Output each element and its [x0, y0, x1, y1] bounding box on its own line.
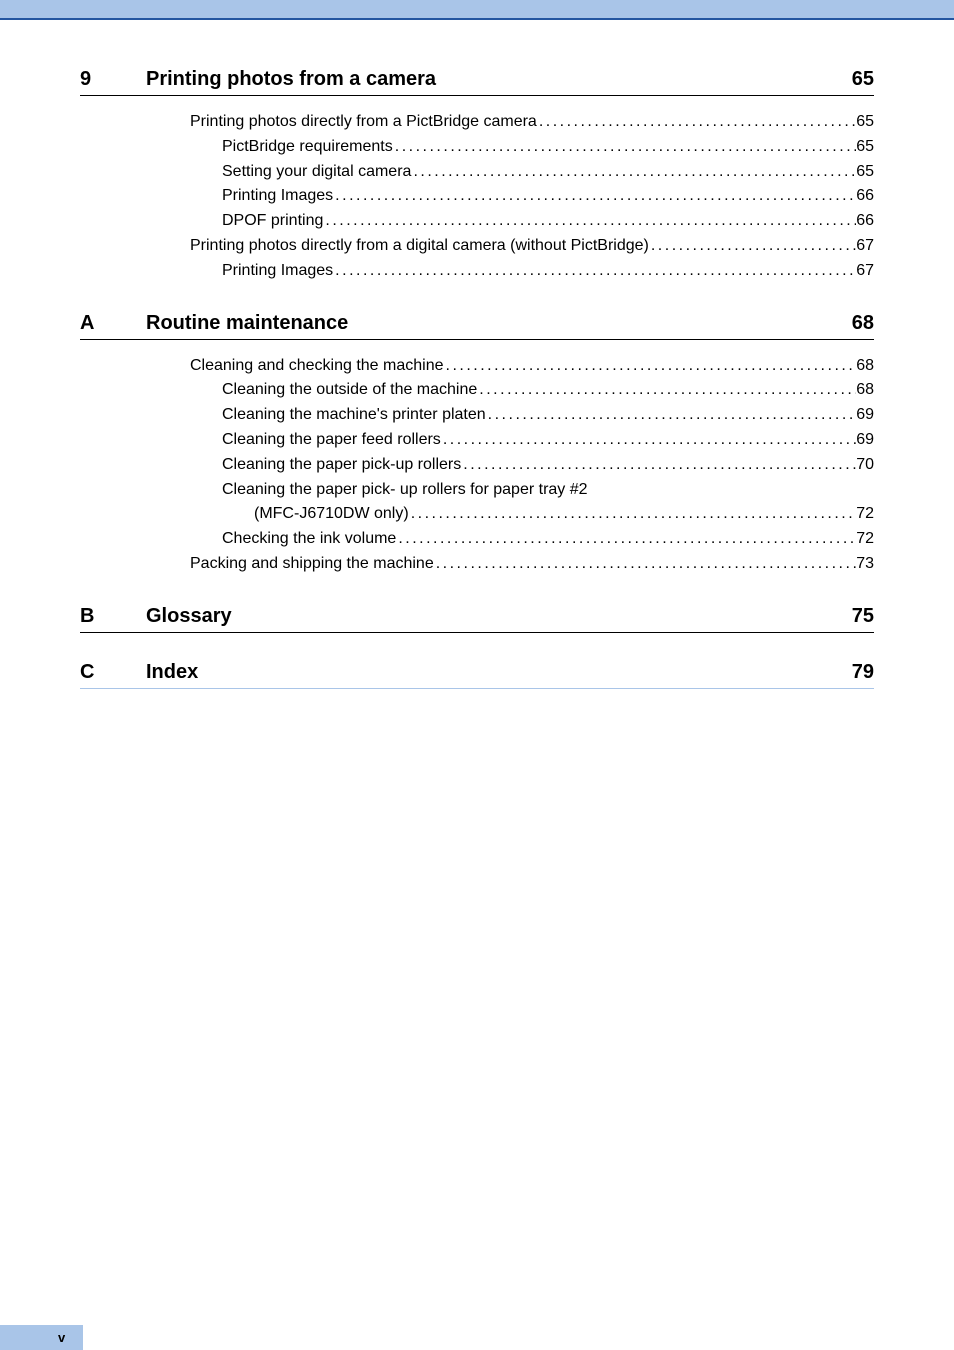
leader-dots: ........................................… [323, 209, 856, 234]
section-title: Printing photos from a camera [146, 68, 852, 91]
entry-text: Printing Images [222, 184, 333, 209]
top-accent-bar [0, 0, 954, 20]
page-footer: v [0, 1325, 954, 1350]
section-letter: A [80, 312, 146, 335]
toc-section: 9 Printing photos from a camera 65 Print… [80, 68, 874, 284]
leader-dots: ........................................… [434, 552, 856, 577]
leader-dots: ........................................… [537, 110, 856, 135]
leader-dots: ........................................… [649, 234, 856, 259]
leader-dots: ........................................… [461, 453, 856, 478]
toc-container: 9 Printing photos from a camera 65 Print… [0, 20, 954, 747]
toc-entry[interactable]: Printing photos directly from a PictBrid… [146, 110, 874, 135]
entry-text: Packing and shipping the machine [190, 552, 434, 577]
toc-entry[interactable]: Cleaning and checking the machine ......… [146, 354, 874, 379]
entry-text: Printing Images [222, 259, 333, 284]
toc-entry[interactable]: Cleaning the paper feed rollers ........… [146, 428, 874, 453]
page-number: v [0, 1325, 83, 1350]
entry-page: 68 [856, 354, 874, 379]
toc-section: B Glossary 75 [80, 605, 874, 633]
toc-entry: Cleaning the paper pick- up rollers for … [146, 478, 874, 503]
leader-dots: ........................................… [441, 428, 856, 453]
entry-text: Printing photos directly from a PictBrid… [190, 110, 537, 135]
entry-page: 65 [856, 135, 874, 160]
section-entries: Printing photos directly from a PictBrid… [80, 110, 874, 284]
entry-text: Cleaning the paper feed rollers [222, 428, 441, 453]
leader-dots: ........................................… [333, 259, 856, 284]
entry-page: 66 [856, 184, 874, 209]
entry-page: 67 [856, 259, 874, 284]
entry-page: 72 [856, 502, 874, 527]
leader-dots: ........................................… [393, 135, 856, 160]
section-page: 68 [852, 312, 874, 335]
entry-text: Cleaning the paper pick- up rollers for … [222, 478, 588, 503]
toc-entry[interactable]: Packing and shipping the machine .......… [146, 552, 874, 577]
section-header[interactable]: B Glossary 75 [80, 605, 874, 633]
toc-entry[interactable]: PictBridge requirements ................… [146, 135, 874, 160]
entry-page: 72 [856, 527, 874, 552]
toc-entry[interactable]: DPOF printing ..........................… [146, 209, 874, 234]
section-letter: B [80, 605, 146, 628]
entry-text: Checking the ink volume [222, 527, 396, 552]
leader-dots: ........................................… [486, 403, 857, 428]
entry-text: Printing photos directly from a digital … [190, 234, 649, 259]
leader-dots: ........................................… [396, 527, 856, 552]
leader-dots: ........................................… [333, 184, 856, 209]
entry-page: 66 [856, 209, 874, 234]
entry-text: Setting your digital camera [222, 160, 411, 185]
toc-section: C Index 79 [80, 661, 874, 689]
toc-entry[interactable]: Cleaning the outside of the machine ....… [146, 378, 874, 403]
entry-text: PictBridge requirements [222, 135, 393, 160]
entry-text: Cleaning the paper pick-up rollers [222, 453, 461, 478]
entry-page: 73 [856, 552, 874, 577]
leader-dots: ........................................… [409, 502, 857, 527]
entry-page: 67 [856, 234, 874, 259]
section-title: Routine maintenance [146, 312, 852, 335]
entry-page: 69 [856, 428, 874, 453]
section-header[interactable]: 9 Printing photos from a camera 65 [80, 68, 874, 96]
entry-page: 70 [856, 453, 874, 478]
entry-text: DPOF printing [222, 209, 323, 234]
toc-entry[interactable]: Printing Images ........................… [146, 184, 874, 209]
section-header[interactable]: C Index 79 [80, 661, 874, 689]
section-letter: 9 [80, 68, 146, 91]
section-title: Index [146, 661, 852, 684]
entry-text: (MFC-J6710DW only) [254, 502, 409, 527]
entry-text: Cleaning the machine's printer platen [222, 403, 486, 428]
toc-entry[interactable]: Checking the ink volume ................… [146, 527, 874, 552]
section-page: 79 [852, 661, 874, 684]
section-page: 65 [852, 68, 874, 91]
toc-section: A Routine maintenance 68 Cleaning and ch… [80, 312, 874, 577]
entry-text: Cleaning and checking the machine [190, 354, 444, 379]
toc-entry[interactable]: (MFC-J6710DW only) .....................… [146, 502, 874, 527]
leader-dots: ........................................… [444, 354, 857, 379]
entry-text: Cleaning the outside of the machine [222, 378, 477, 403]
toc-entry[interactable]: Setting your digital camera ............… [146, 160, 874, 185]
section-letter: C [80, 661, 146, 684]
entry-page: 65 [856, 160, 874, 185]
entry-page: 69 [856, 403, 874, 428]
leader-dots: ........................................… [477, 378, 856, 403]
entry-page: 65 [856, 110, 874, 135]
entry-page: 68 [856, 378, 874, 403]
toc-entry[interactable]: Cleaning the paper pick-up rollers .....… [146, 453, 874, 478]
toc-entry[interactable]: Printing photos directly from a digital … [146, 234, 874, 259]
section-title: Glossary [146, 605, 852, 628]
section-entries: Cleaning and checking the machine ......… [80, 354, 874, 577]
toc-entry[interactable]: Printing Images ........................… [146, 259, 874, 284]
section-header[interactable]: A Routine maintenance 68 [80, 312, 874, 340]
toc-entry[interactable]: Cleaning the machine's printer platen ..… [146, 403, 874, 428]
section-page: 75 [852, 605, 874, 628]
leader-dots: ........................................… [411, 160, 856, 185]
